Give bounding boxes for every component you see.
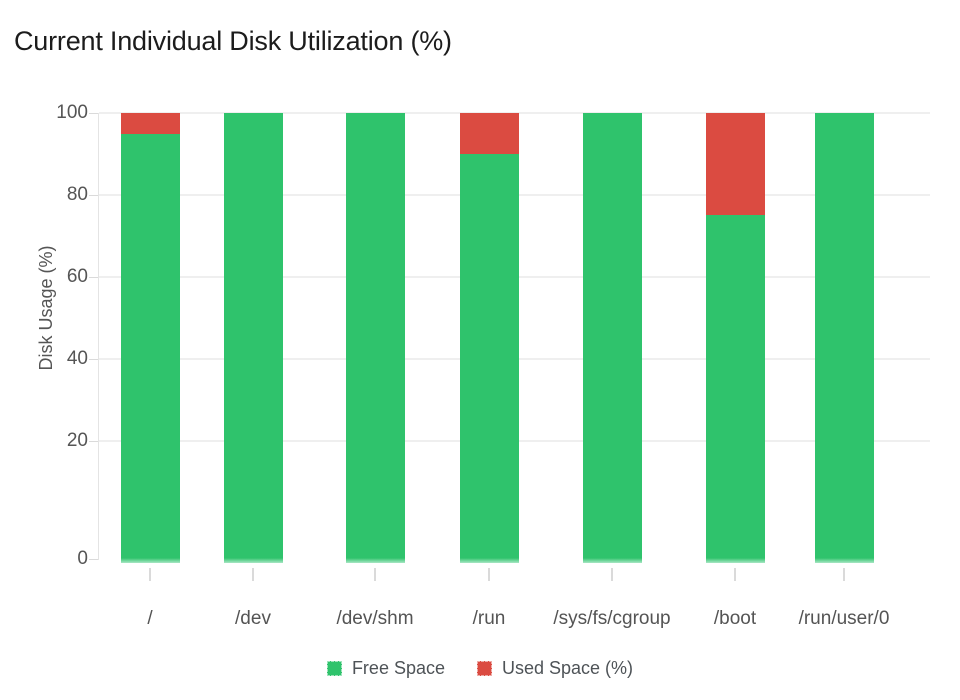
x-axis-tick-mark xyxy=(843,568,845,581)
x-tick-label: /run/user/0 xyxy=(798,608,890,629)
legend-item-free-space[interactable]: Free Space xyxy=(326,657,445,679)
bar-segment-free-space[interactable] xyxy=(815,113,874,563)
y-axis-tick-mark xyxy=(89,359,98,360)
x-tick-label: /dev/shm xyxy=(336,608,414,629)
x-tick-label: /dev xyxy=(235,608,271,629)
y-tick-label: 20 xyxy=(66,430,88,451)
chart-title: Current Individual Disk Utilization (%) xyxy=(14,26,452,56)
x-tick-label: /run xyxy=(472,608,506,629)
bar-segment-free-space[interactable] xyxy=(706,215,765,563)
x-axis-tick-mark xyxy=(149,568,151,581)
x-tick-label: /sys/fs/cgroup xyxy=(553,608,671,629)
y-tick-label: 60 xyxy=(66,266,88,287)
x-axis-tick-mark xyxy=(252,568,254,581)
x-tick-label: /boot xyxy=(713,608,757,629)
legend-item-used-space[interactable]: Used Space (%) xyxy=(477,658,633,679)
legend-label: Free Space xyxy=(351,657,445,678)
x-axis-tick-mark xyxy=(734,568,736,581)
y-axis-tick-mark xyxy=(89,195,98,196)
chart-legend: Free Space Used Space (%) xyxy=(0,653,960,683)
x-tick-label: / xyxy=(147,608,153,629)
y-axis-tick-mark xyxy=(89,277,98,278)
y-tick-label: 100 xyxy=(56,102,88,123)
y-tick-label: 80 xyxy=(66,184,88,205)
x-axis-tick-mark xyxy=(611,568,613,581)
bar-segment-free-space[interactable] xyxy=(121,134,180,563)
bar-segment-free-space[interactable] xyxy=(346,113,405,563)
bar-segment-used-space[interactable] xyxy=(460,113,519,154)
y-tick-label: 0 xyxy=(77,548,88,569)
legend-swatch xyxy=(477,660,492,676)
legend-swatch xyxy=(326,660,342,676)
y-axis-tick-mark xyxy=(89,113,98,114)
bar-segment-free-space[interactable] xyxy=(224,113,283,563)
x-axis-tick-mark xyxy=(374,568,376,581)
bar-segment-used-space[interactable] xyxy=(706,113,765,215)
y-axis-line xyxy=(98,113,99,560)
bar-segment-used-space[interactable] xyxy=(121,113,180,134)
bar-segment-free-space[interactable] xyxy=(460,154,519,563)
bar-segment-free-space[interactable] xyxy=(583,113,642,563)
x-axis-tick-mark xyxy=(488,568,490,581)
y-axis-tick-mark xyxy=(89,559,98,560)
y-axis-tick-mark xyxy=(89,441,98,442)
y-tick-label: 40 xyxy=(66,348,88,369)
legend-label: Used Space (%) xyxy=(502,657,634,678)
